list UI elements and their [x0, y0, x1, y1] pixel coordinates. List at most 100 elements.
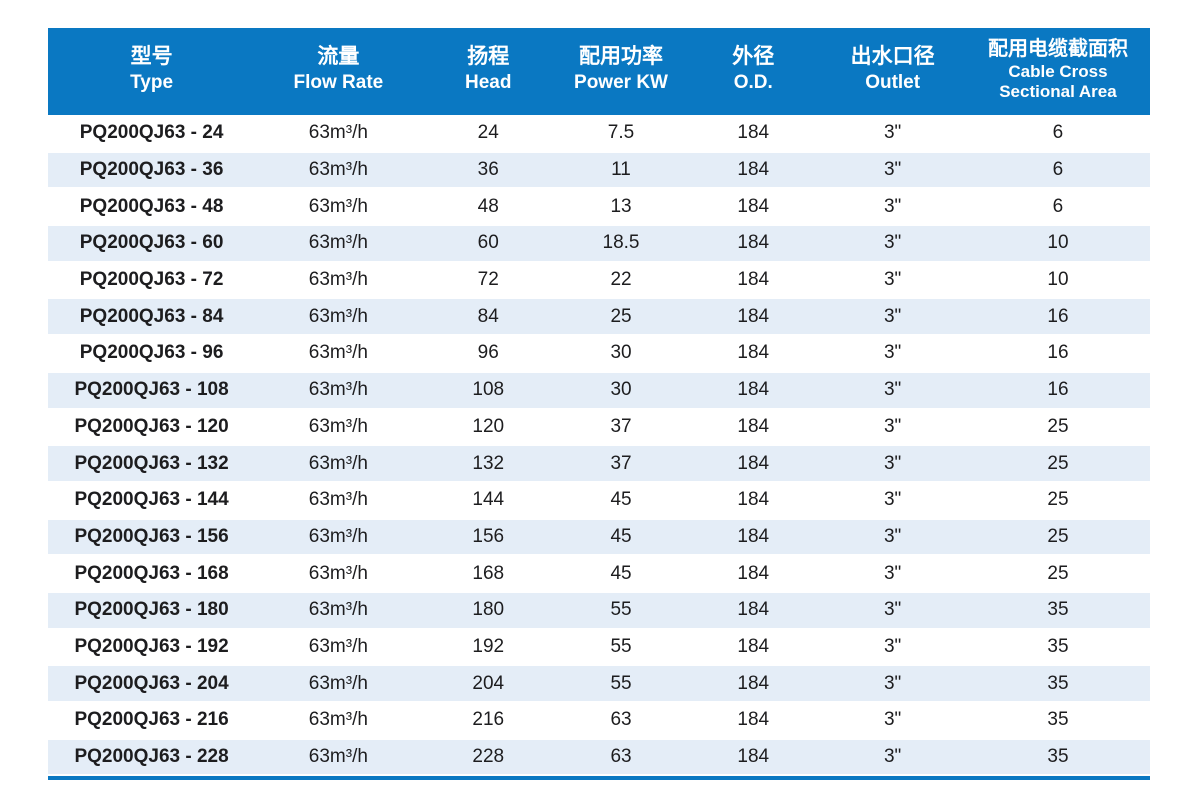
cell-od: 184	[687, 297, 820, 337]
cell-power-kw: 55	[554, 664, 688, 703]
cell-outlet: 3"	[819, 297, 966, 337]
cell-head: 192	[472, 635, 505, 657]
cell-type: PQ200QJ63 - 132	[48, 444, 256, 483]
cell-type: PQ200QJ63 - 180	[48, 590, 256, 630]
cell-head: 36	[421, 150, 555, 190]
cell-head: 180	[421, 590, 555, 630]
cell-od: 184	[737, 269, 770, 291]
cell-flow-rate: 63m³/h	[255, 444, 422, 483]
cell-od: 184	[687, 224, 820, 263]
cell-head: 204	[421, 664, 555, 703]
cell-outlet: 3"	[883, 195, 902, 217]
cell-outlet: 3"	[819, 664, 966, 703]
cell-flow-rate: 63m³/h	[255, 150, 422, 190]
cell-od: 184	[687, 444, 820, 483]
column-header-outlet: 出水口径 Outlet	[819, 28, 966, 115]
table-body: PQ200QJ63 - 24 63m³/h 24 7.5 184 3" 6 PQ200QJ63…	[48, 115, 1150, 777]
cell-power-kw: 37	[554, 444, 688, 483]
column-header-label-zh: 流量	[317, 44, 360, 68]
cell-cable-cross-sectional-area: 25	[965, 444, 1150, 483]
table-header: 型号 Type 流量 Flow Rate 扬程 Head 配用功率 Power KW 外径 O.D…	[48, 28, 1150, 115]
cell-outlet: 3"	[883, 635, 902, 657]
column-header-label-en: Type	[130, 72, 174, 94]
cell-cable-cross-sectional-area: 16	[965, 370, 1150, 410]
cell-od: 184	[737, 635, 770, 657]
cell-head: 132	[421, 444, 555, 483]
cell-head: 228	[421, 737, 555, 777]
column-header-label-zh: 外径	[732, 44, 775, 68]
cell-type: PQ200QJ63 - 204	[48, 664, 256, 703]
cell-flow-rate: 63m³/h	[308, 121, 368, 143]
cell-od: 184	[687, 150, 820, 190]
cell-cable-cross-sectional-area: 25	[1047, 489, 1069, 511]
table-row: PQ200QJ63 - 132 63m³/h 132 37 184 3" 25	[48, 444, 1150, 483]
cell-outlet: 3"	[819, 150, 966, 190]
table-row: PQ200QJ63 - 120 63m³/h 120 37 184 3" 25	[48, 409, 1150, 446]
cell-od: 184	[687, 370, 820, 410]
cell-type: PQ200QJ63 - 216	[74, 709, 229, 731]
cell-outlet: 3"	[819, 224, 966, 263]
cell-head: 108	[421, 370, 555, 410]
cell-outlet: 3"	[819, 517, 966, 557]
table-row: PQ200QJ63 - 108 63m³/h 108 30 184 3" 16	[48, 370, 1150, 410]
cell-type: PQ200QJ63 - 36	[48, 150, 256, 190]
cell-head: 96	[477, 342, 499, 364]
cell-type: PQ200QJ63 - 168	[74, 562, 229, 584]
cell-power-kw: 7.5	[607, 121, 635, 143]
cell-outlet: 3"	[883, 342, 902, 364]
cell-type: PQ200QJ63 - 192	[74, 635, 229, 657]
table-row: PQ200QJ63 - 144 63m³/h 144 45 184 3" 25	[48, 482, 1150, 519]
cell-flow-rate: 63m³/h	[255, 370, 422, 410]
cell-flow-rate: 63m³/h	[255, 590, 422, 630]
cell-power-kw: 30	[554, 370, 688, 410]
column-header-label-en: Head	[464, 72, 512, 94]
cell-flow-rate: 63m³/h	[308, 562, 368, 584]
column-header-cable-cross-sectional-area: 配用电缆截面积 Cable Cross Sectional Area	[965, 28, 1150, 115]
cell-power-kw: 18.5	[554, 224, 688, 263]
cell-cable-cross-sectional-area: 35	[965, 590, 1150, 630]
column-header-label-zh: 型号	[130, 44, 173, 68]
cell-cable-cross-sectional-area: 35	[965, 737, 1150, 777]
cell-head: 156	[421, 517, 555, 557]
cell-outlet: 3"	[819, 737, 966, 777]
cell-type: PQ200QJ63 - 48	[79, 195, 224, 217]
cell-flow-rate: 63m³/h	[255, 664, 422, 703]
cell-outlet: 3"	[819, 370, 966, 410]
cell-flow-rate: 63m³/h	[308, 415, 368, 437]
cell-flow-rate: 63m³/h	[308, 342, 368, 364]
cell-od: 184	[687, 737, 820, 777]
table-row: PQ200QJ63 - 168 63m³/h 168 45 184 3" 25	[48, 555, 1150, 592]
column-header-label-zh: 配用功率	[579, 44, 663, 68]
cell-flow-rate: 63m³/h	[255, 517, 422, 557]
cell-power-kw: 13	[610, 195, 632, 217]
cell-flow-rate: 63m³/h	[308, 195, 368, 217]
cell-head: 24	[477, 121, 499, 143]
cell-power-kw: 55	[554, 590, 688, 630]
column-header-label-zh: 出水口径	[850, 44, 935, 68]
column-header-label-en: Flow Rate	[293, 72, 384, 94]
cell-outlet: 3"	[819, 590, 966, 630]
table-row: PQ200QJ63 - 96 63m³/h 96 30 184 3" 16	[48, 335, 1150, 372]
cell-head: 84	[421, 297, 555, 337]
cell-outlet: 3"	[883, 269, 902, 291]
table-row: PQ200QJ63 - 60 63m³/h 60 18.5 184 3" 10	[48, 224, 1150, 263]
table-row: PQ200QJ63 - 228 63m³/h 228 63 184 3" 35	[48, 737, 1150, 777]
cell-flow-rate: 63m³/h	[255, 737, 422, 777]
cell-power-kw: 11	[554, 150, 688, 190]
cell-outlet: 3"	[883, 415, 902, 437]
column-header-label-en: Power KW	[574, 72, 668, 94]
cell-power-kw: 30	[610, 342, 632, 364]
cell-cable-cross-sectional-area: 25	[965, 517, 1150, 557]
column-header-head: 扬程 Head	[421, 28, 555, 115]
cell-power-kw: 25	[554, 297, 688, 337]
cell-cable-cross-sectional-area: 10	[1047, 269, 1069, 291]
cell-head: 144	[472, 489, 505, 511]
column-header-type: 型号 Type	[48, 28, 256, 115]
cell-flow-rate: 63m³/h	[255, 297, 422, 337]
cell-od: 184	[737, 195, 770, 217]
cell-flow-rate: 63m³/h	[308, 709, 368, 731]
cell-outlet: 3"	[883, 709, 902, 731]
cell-od: 184	[687, 517, 820, 557]
cell-type: PQ200QJ63 - 84	[48, 297, 256, 337]
table-row: PQ200QJ63 - 192 63m³/h 192 55 184 3" 35	[48, 629, 1150, 666]
